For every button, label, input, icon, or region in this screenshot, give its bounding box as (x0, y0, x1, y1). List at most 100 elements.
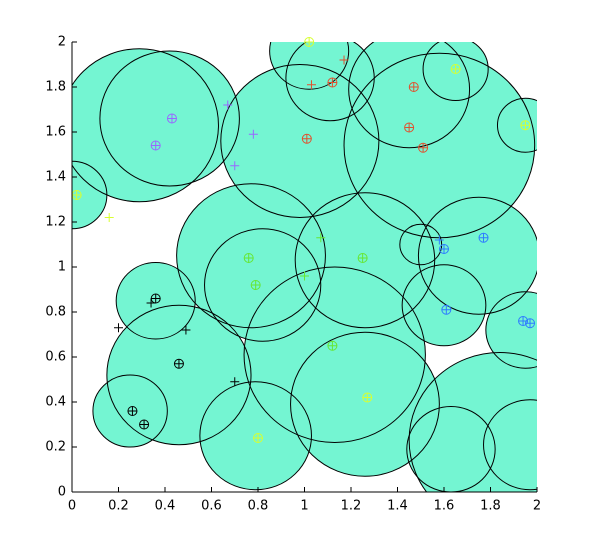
marker-plus (230, 377, 240, 387)
y-tick-label: 1.2 (45, 215, 66, 230)
circle-outline (483, 399, 537, 491)
marker-plus (230, 161, 240, 171)
y-tick-label: 0.2 (45, 440, 66, 455)
marker-plus (434, 235, 444, 245)
marker (362, 392, 373, 403)
marker-plus (451, 64, 461, 74)
marker-ring (518, 316, 529, 326)
marker-plus (358, 253, 368, 263)
marker-ring (173, 358, 184, 369)
marker (316, 233, 326, 243)
y-tick-label: 1.4 (45, 170, 66, 185)
marker-plus (253, 433, 263, 443)
marker-plus (104, 213, 114, 222)
marker-plus (114, 323, 123, 333)
marker-ring (253, 433, 263, 443)
marker (327, 340, 338, 351)
circle-outline (422, 42, 489, 101)
marker-plus (300, 271, 309, 281)
marker-ring (525, 318, 536, 329)
circle-outline (220, 64, 380, 218)
marker-plus (248, 129, 258, 139)
circle-outline (401, 264, 487, 347)
marker-ring (150, 140, 161, 151)
marker (230, 377, 240, 387)
marker (304, 37, 315, 47)
marker-plus (127, 406, 137, 416)
marker-ring (327, 340, 338, 351)
marker-ring (357, 253, 368, 263)
circle-outline (72, 160, 108, 230)
marker (250, 280, 261, 290)
y-tick-label: 1 (58, 260, 66, 275)
circle-region (497, 98, 537, 153)
y-tick-label: 0.8 (45, 305, 66, 320)
circle-outline (417, 196, 537, 315)
circle-outline (496, 97, 537, 153)
marker-plus (146, 298, 156, 308)
circle-outline (92, 374, 168, 448)
marker-plus (174, 359, 184, 369)
x-tick-label: 2 (533, 499, 541, 514)
marker (441, 304, 452, 315)
marker (173, 358, 184, 369)
circle-outline (408, 352, 537, 492)
marker-plus (244, 253, 254, 263)
marker (408, 82, 419, 92)
marker-plus (479, 233, 489, 243)
marker-ring (520, 120, 531, 131)
circle-outline (269, 42, 350, 90)
circle-outline (176, 183, 326, 329)
y-tick-label: 2 (58, 35, 66, 50)
marker (150, 140, 161, 151)
marker (439, 244, 449, 254)
marker (248, 129, 258, 139)
marker-plus (441, 305, 451, 315)
marker-plus (304, 37, 314, 47)
marker (520, 120, 531, 131)
marker (146, 298, 156, 308)
circle-region (483, 399, 537, 490)
marker (230, 161, 240, 171)
axes: 0 0.2 0.4 0.6 0.8 1 1.2 1.4 1.6 1.8 2 0 0.2 0.4 0.6 0.8… (45, 35, 541, 514)
marker-ring (362, 392, 373, 403)
circle-region (290, 332, 440, 477)
marker-ring (243, 253, 254, 263)
marker-plus (306, 80, 316, 90)
x-tick-label: 0.2 (108, 499, 129, 514)
x-tick-label: 0.8 (248, 499, 269, 514)
marker-ring (127, 406, 138, 416)
circle-outline (115, 262, 196, 340)
circle-outline (106, 304, 252, 446)
circle-layer (72, 42, 537, 492)
marker-ring (439, 244, 449, 254)
circle-outline (399, 223, 443, 266)
marker (139, 419, 150, 430)
marker (71, 190, 82, 200)
circle-outline (290, 331, 440, 477)
marker (300, 271, 309, 281)
marker-plus (520, 120, 530, 130)
circle-outline (99, 50, 240, 187)
y-tick-label: 0 (58, 485, 66, 500)
marker-plus (139, 420, 149, 429)
marker (327, 77, 338, 88)
marker-ring (250, 280, 261, 290)
x-tick-label: 1 (300, 499, 308, 514)
marker (450, 64, 461, 74)
marker-plus (151, 141, 161, 150)
marker (339, 55, 349, 65)
marker (306, 80, 316, 90)
marker-plus (439, 244, 449, 254)
marker-plus (327, 341, 337, 351)
marker-ring (301, 133, 312, 144)
marker-plus (72, 190, 82, 200)
x-tick-label: 0 (68, 499, 76, 514)
marker (104, 213, 114, 222)
circle-region (399, 224, 442, 265)
marker-ring (404, 122, 415, 133)
marker-ring (327, 77, 338, 88)
y-tick-label: 1.6 (45, 125, 66, 140)
circle-outline (243, 266, 426, 443)
